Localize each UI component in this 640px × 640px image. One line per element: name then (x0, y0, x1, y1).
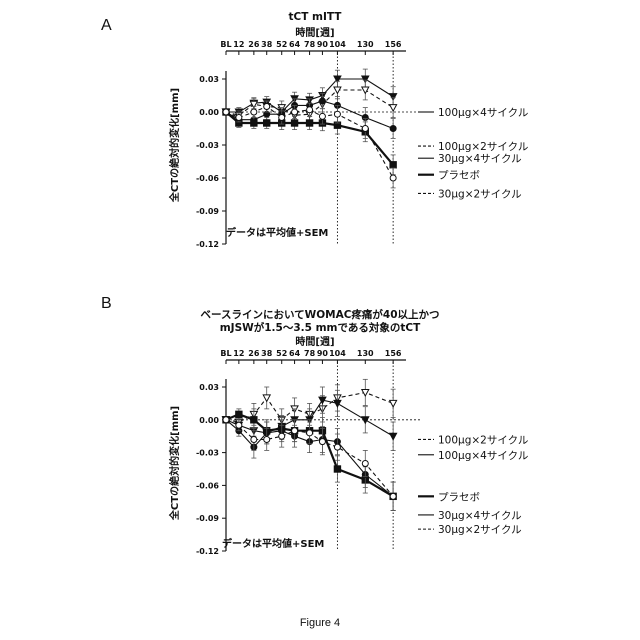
panel-b-x-tick-label: 38 (261, 349, 273, 358)
panel-a-data-point-circle (334, 111, 340, 117)
panel-a-data-point-square (251, 120, 257, 126)
panel-a-data-point-circle (319, 113, 325, 119)
panel-b-x-tick-label: 130 (357, 349, 374, 358)
panel-b-x-tick-label: 104 (329, 349, 346, 358)
panel-b-x-tick-label: 52 (276, 349, 287, 358)
panel-a-y-tick-label: -0.03 (196, 141, 219, 150)
panel-a-x-tick-label: 90 (317, 40, 329, 49)
panel-a-data-point-circle (307, 107, 313, 113)
panel-a-data-point-circle (223, 109, 229, 115)
panel-a-x-tick-label: 26 (248, 40, 260, 49)
panel-a-data-point-circle (251, 109, 257, 115)
panel-b-data-point-square (251, 417, 257, 423)
panel-a-x-tick-label: 64 (289, 40, 301, 49)
panel-a-data-point-circle (264, 104, 270, 110)
panel-b-data-point-circle (223, 417, 229, 423)
panel-b-x-tick-label: 78 (304, 349, 316, 358)
panel-b-y-tick-label: -0.09 (196, 514, 219, 523)
panel-a-title: tCT mITT (289, 11, 343, 23)
panel-a-data-point-circle (236, 115, 242, 121)
panel-b-letter: B (101, 295, 112, 312)
panel-a-note: データは平均値+SEM (226, 226, 328, 239)
panel-b-x-tick-label: 90 (317, 349, 329, 358)
panel-a-x-tick-label: 104 (329, 40, 346, 49)
panel-b-data-point-circle (236, 422, 242, 428)
panel-b-data-point-circle (292, 428, 298, 434)
panel-a-data-point-square (306, 120, 312, 126)
panel-a-letter: A (101, 17, 112, 34)
panel-b-x-tick-label: 26 (248, 349, 260, 358)
panel-b-y-tick-label: 0.00 (199, 416, 219, 425)
panel-a-xlabel: 時間[週] (295, 26, 334, 39)
panel-a-y-tick-label: 0.03 (199, 75, 219, 84)
panel-b-legend-label: 30μg×2サイクル (438, 524, 522, 536)
panel-b-note: データは平均値+SEM (222, 537, 324, 550)
panel-b-data-point-circle (319, 439, 325, 445)
panel-b-x-tick-label: 156 (385, 349, 402, 358)
panel-b-data-point-square (334, 466, 340, 472)
panel-b-xlabel: 時間[週] (295, 335, 334, 348)
panel-a-data-point-square (390, 162, 396, 168)
panel-a-data-point-circle (390, 126, 396, 132)
panel-b-data-point-circle (362, 461, 368, 467)
panel-b-data-point-circle (334, 444, 340, 450)
panel-a-x-tick-label: 130 (357, 40, 374, 49)
panel-b-subtitle: mJSWが1.5～3.5 mmである対象のtCT (220, 321, 421, 334)
panel-a-x-tick-label: 38 (261, 40, 273, 49)
panel-b-data-point-square (236, 411, 242, 417)
panel-a-ylabel: 全CTの絶対的変化[mm] (168, 88, 181, 203)
panel-a-legend-label: 100μg×2サイクル (438, 141, 528, 153)
panel-a-y-tick-label: -0.06 (196, 174, 219, 183)
panel-a-x-tick-label: BL (220, 40, 231, 49)
panel-a-legend-label: プラセボ (438, 170, 480, 182)
panel-a-x-tick-label: 52 (276, 40, 287, 49)
panel-a-legend-label: 30μg×2サイクル (438, 188, 522, 200)
panel-a-x-tick-label: 156 (385, 40, 402, 49)
panel-b-legend-label: 100μg×2サイクル (438, 434, 528, 446)
panel-b-title: ベースラインにおいてWOMAC疼痛が40以上かつ (200, 308, 439, 321)
panel-b-y-tick-label: 0.03 (199, 383, 219, 392)
panel-b-legend-label: 100μg×4サイクル (438, 450, 528, 462)
panel-a-x-tick-label: 12 (233, 40, 244, 49)
panel-a-y-tick-label: -0.09 (196, 207, 219, 216)
panel-a-data-point-circle (292, 109, 298, 115)
panel-b-data-point-circle (390, 493, 396, 499)
panel-b-legend-label: プラセボ (438, 491, 480, 503)
panel-b-legend-label: 30μg×4サイクル (438, 510, 522, 522)
panel-b-data-point-circle (307, 430, 313, 436)
panel-a-legend-label: 100μg×4サイクル (438, 107, 528, 119)
panel-b-y-tick-label: -0.06 (196, 481, 219, 490)
panel-b-data-point-circle (279, 433, 285, 439)
panel-b-x-tick-label: BL (220, 349, 231, 358)
panel-a-data-point-square (264, 120, 270, 126)
panel-b-x-tick-label: 12 (233, 349, 244, 358)
panel-a-legend-label: 30μg×4サイクル (438, 153, 522, 165)
panel-a-y-tick-label: -0.12 (196, 240, 219, 249)
figure-canvas: A tCT mITT 時間[週] 全CTの絶対的変化[mm] データは平均値+S… (0, 0, 640, 640)
panel-b-x-tick-label: 64 (289, 349, 301, 358)
panel-a-x-tick-label: 78 (304, 40, 316, 49)
panel-a-data-point-circle (279, 115, 285, 121)
panel-b-data-point-circle (264, 436, 270, 442)
panel-a-data-point-square (291, 120, 297, 126)
panel-b-ylabel: 全CTの絶対的変化[mm] (168, 406, 181, 521)
panel-b-y-tick-label: -0.12 (196, 547, 219, 556)
panel-a-data-point-circle (362, 126, 368, 132)
figure-caption: Figure 4 (300, 617, 340, 629)
panel-b-y-tick-label: -0.03 (196, 449, 219, 458)
panel-b-data-point-circle (251, 436, 257, 442)
panel-a-data-point-circle (390, 175, 396, 181)
panel-a-data-point-circle (319, 98, 325, 104)
panel-a-y-tick-label: 0.00 (199, 108, 219, 117)
